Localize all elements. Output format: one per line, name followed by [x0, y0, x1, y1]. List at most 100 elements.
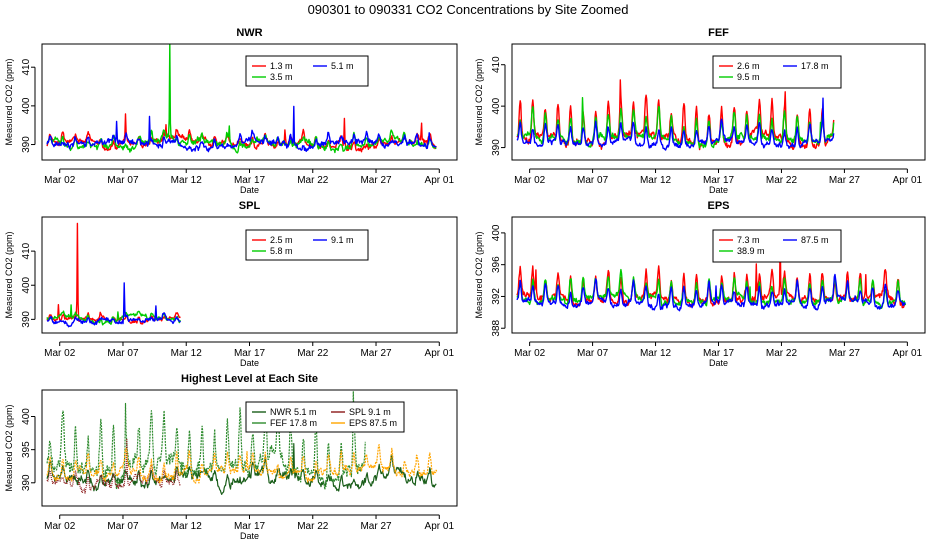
- x-tick-label: Mar 07: [577, 348, 609, 359]
- chart-title: NWR: [236, 27, 262, 39]
- series-line-5-1-m: [46, 105, 437, 153]
- y-axis-label: Measured CO2 (ppm): [474, 231, 484, 318]
- y-tick-label: 390: [21, 136, 32, 153]
- x-tick-label: Apr 01: [425, 521, 455, 532]
- chart-nwr: NWR Mar 02 Mar 07 Mar 12 Mar 17 Mar 22 Mar 27 A…: [4, 27, 458, 195]
- x-tick-label: Mar 17: [703, 175, 735, 186]
- y-tick-label: 400: [491, 224, 502, 241]
- x-tick-label: Apr 01: [425, 348, 455, 359]
- x-tick-label: Mar 22: [297, 521, 329, 532]
- x-tick-label: Mar 27: [829, 175, 861, 186]
- y-tick-label: 395: [21, 441, 32, 458]
- x-tick-label: Mar 12: [640, 348, 672, 359]
- chart-title: EPS: [707, 200, 729, 212]
- legend-box: [712, 55, 842, 89]
- x-tick-label: Mar 27: [360, 348, 392, 359]
- legend-label-87-5-m: 87.5 m: [801, 235, 829, 245]
- x-tick-label: Mar 02: [44, 348, 76, 359]
- x-tick-label: Mar 02: [514, 348, 546, 359]
- x-tick-label: Mar 07: [107, 175, 139, 186]
- series-line-spl: [46, 438, 181, 494]
- x-tick-label: Mar 22: [297, 175, 329, 186]
- x-axis-label: Date: [240, 531, 259, 540]
- x-tick-label: Mar 27: [360, 521, 392, 532]
- x-tick-label: Mar 27: [360, 175, 392, 186]
- chart-eps: EPS Mar 02 Mar 07 Mar 12 Mar 17 Mar 22 Mar 27 A…: [474, 200, 926, 368]
- legend-box: [245, 401, 405, 433]
- chart-title: SPL: [239, 200, 261, 212]
- plot-frame: [511, 216, 926, 334]
- x-tick-label: Mar 12: [171, 175, 203, 186]
- x-tick-label: Mar 02: [44, 175, 76, 186]
- legend-label-9-1-m: 9.1 m: [331, 235, 354, 245]
- series-line-5-8-m: [46, 304, 182, 326]
- series-line-2-6-m: [516, 79, 835, 151]
- y-axis-label: Measured CO2 (ppm): [474, 58, 484, 145]
- y-tick-label: 396: [491, 256, 502, 273]
- x-tick-label: Mar 12: [171, 521, 203, 532]
- series-line-87-5-m: [516, 273, 906, 312]
- legend-label-7-3-m: 7.3 m: [737, 235, 760, 245]
- series-line-9-1-m: [46, 282, 181, 328]
- x-tick-label: Mar 02: [514, 175, 546, 186]
- chart-spl: SPL Mar 02 Mar 07 Mar 12 Mar 17 Mar 22 Mar 27 A…: [4, 200, 458, 368]
- legend: 7.3 m38.9 m 87.5 m: [712, 229, 842, 263]
- chart-title: Highest Level at Each Site: [181, 373, 318, 385]
- y-axis-label: Measured CO2 (ppm): [4, 58, 14, 145]
- x-tick-label: Mar 07: [107, 348, 139, 359]
- legend: 1.3 m3.5 m 5.1 m: [245, 55, 369, 87]
- series-line-eps: [46, 444, 438, 485]
- y-tick-label: 390: [21, 311, 32, 328]
- x-tick-label: Mar 17: [234, 521, 266, 532]
- x-tick-label: Mar 27: [829, 348, 861, 359]
- plot-frame: [41, 216, 458, 334]
- legend: 2.5 m5.8 m 9.1 m: [245, 229, 369, 261]
- legend-label-nwr: NWR 5.1 m: [270, 407, 317, 417]
- y-tick-label: 392: [491, 288, 502, 305]
- x-axis-label: Date: [709, 358, 728, 368]
- legend: 2.6 m9.5 m 17.8 m: [712, 55, 842, 89]
- x-tick-label: Mar 07: [577, 175, 609, 186]
- x-tick-label: Mar 17: [234, 348, 266, 359]
- y-axis-label: Measured CO2 (ppm): [4, 404, 14, 491]
- plot-frame: [41, 43, 458, 161]
- y-tick-label: 388: [491, 319, 502, 336]
- legend-box: [245, 229, 369, 261]
- x-tick-label: Mar 17: [234, 175, 266, 186]
- legend-label-eps: EPS 87.5 m: [349, 418, 397, 428]
- legend-box: [245, 55, 369, 87]
- legend-label-2-5-m: 2.5 m: [270, 235, 293, 245]
- y-tick-label: 400: [21, 408, 32, 425]
- x-tick-label: Mar 22: [297, 348, 329, 359]
- series-group: [516, 235, 907, 312]
- x-tick-label: Apr 01: [893, 348, 923, 359]
- series-group: [46, 44, 437, 154]
- plot-frame: [41, 389, 458, 507]
- x-tick-label: Mar 02: [44, 521, 76, 532]
- legend-label-3-5-m: 3.5 m: [270, 72, 293, 82]
- x-tick-label: Apr 01: [425, 175, 455, 186]
- y-tick-label: 410: [21, 242, 32, 259]
- y-tick-label: 400: [491, 97, 502, 114]
- legend-label-5-1-m: 5.1 m: [331, 61, 354, 71]
- chart-title: FEF: [708, 27, 729, 39]
- series-line-2-5-m: [46, 222, 181, 325]
- y-tick-label: 390: [491, 139, 502, 156]
- legend-label-9-5-m: 9.5 m: [737, 72, 760, 82]
- chart-highest-level-at-each-site: Highest Level at Each Site Mar 02 Mar 07 Ma…: [4, 373, 458, 540]
- x-axis-label: Date: [709, 185, 728, 195]
- legend-label-spl: SPL 9.1 m: [349, 407, 391, 417]
- series-line-17-8-m: [516, 97, 835, 151]
- legend-label-1-3-m: 1.3 m: [270, 61, 293, 71]
- plot-frame: [511, 43, 926, 161]
- x-tick-label: Mar 22: [766, 348, 798, 359]
- series-line-3-5-m: [46, 44, 437, 154]
- series-group: [46, 222, 182, 328]
- legend-box: [712, 229, 842, 263]
- legend-label-38-9-m: 38.9 m: [737, 246, 765, 256]
- x-axis-label: Date: [240, 358, 259, 368]
- chart-fef: FEF Mar 02 Mar 07 Mar 12 Mar 17 Mar 22 Mar 27 A…: [474, 27, 926, 195]
- figure-title: 090301 to 090331 CO2 Concentrations by S…: [308, 2, 629, 17]
